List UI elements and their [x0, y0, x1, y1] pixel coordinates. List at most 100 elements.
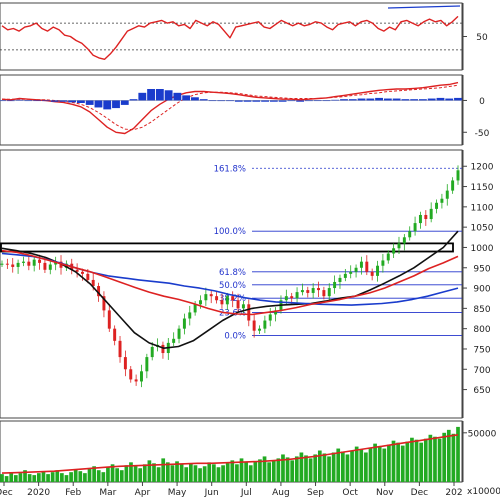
volume-bar	[18, 473, 23, 482]
macd-line	[1, 81, 459, 135]
y-tick-label-price: 1050	[471, 224, 494, 234]
macd-histogram-bar	[15, 99, 24, 101]
macd-histogram-bar	[401, 99, 410, 101]
candle-body	[343, 273, 347, 278]
macd-histogram-bar	[138, 92, 147, 101]
volume-bar	[350, 450, 354, 482]
candle-body	[27, 261, 31, 266]
candle-body	[134, 379, 138, 382]
volume-bar	[50, 472, 55, 482]
moving-average-line	[1, 249, 459, 316]
candle-body	[177, 328, 181, 339]
volume-bar	[308, 458, 313, 482]
candle-body	[97, 286, 101, 297]
volume-bar	[299, 452, 304, 482]
volume-bar	[331, 452, 336, 482]
volume-bar	[170, 465, 175, 482]
macd-histogram-bar	[85, 100, 94, 105]
volume-bar	[276, 458, 281, 482]
volume-bar	[373, 443, 377, 482]
fib-level-label: 61.8%	[219, 268, 246, 278]
volume-bar	[4, 476, 9, 482]
volume-bar	[433, 436, 437, 482]
candle-body	[5, 263, 9, 265]
volume-bar	[262, 456, 267, 482]
volume-bar	[129, 462, 133, 482]
volume-bar	[456, 426, 460, 482]
panel-rsi: 50	[0, 2, 488, 71]
volume-bar	[267, 462, 271, 482]
panel-frame-rsi	[0, 2, 463, 71]
y-tick-label-price: 800	[473, 325, 490, 335]
macd-histogram-bar	[348, 99, 357, 101]
volume-bar	[414, 439, 419, 482]
candle-body	[0, 263, 4, 265]
candle-body	[225, 296, 229, 305]
volume-bar	[400, 445, 405, 482]
volume-bar	[32, 475, 37, 482]
candle-body	[80, 271, 84, 274]
y-tick-label-price: 750	[473, 345, 490, 355]
volume-bar	[382, 448, 387, 482]
macd-histogram-bar	[155, 89, 164, 101]
volume-bar	[377, 446, 382, 482]
volume-bar	[161, 458, 166, 482]
candle-body	[161, 344, 165, 354]
volume-bar	[106, 467, 110, 482]
macd-histogram-bar	[357, 98, 366, 101]
volume-bar	[87, 468, 92, 482]
macd-histogram-bar	[383, 98, 392, 101]
volume-bar	[184, 467, 189, 482]
volume-bar	[304, 455, 308, 482]
macd-histogram-bar	[173, 92, 182, 101]
macd-histogram-bar	[296, 100, 305, 102]
volume-bar	[189, 463, 193, 482]
macd-histogram-bar	[392, 98, 401, 101]
volume-bar	[37, 473, 41, 482]
macd-histogram-bar	[313, 100, 322, 102]
volume-bar	[212, 464, 216, 482]
panel-volume: 50000 x10000	[0, 420, 500, 497]
volume-bar	[64, 475, 69, 482]
macd-histogram-bar	[6, 100, 15, 102]
candle-body	[129, 369, 133, 380]
candle-body	[300, 290, 304, 293]
volume-bar	[175, 461, 179, 482]
x-tick-label: May	[168, 488, 187, 498]
y-tick-label-price: 700	[473, 366, 490, 376]
volume-bar	[221, 465, 225, 482]
candle-body	[359, 261, 363, 268]
x-tick-label: Dec	[0, 488, 13, 498]
macd-histogram-bar	[419, 99, 427, 101]
candle-body	[199, 300, 202, 305]
volume-bar	[428, 434, 433, 482]
x-tick-label: Aug	[272, 488, 290, 498]
candle-body	[386, 253, 390, 261]
macd-histogram-bar	[208, 100, 217, 102]
candle-body	[306, 290, 310, 293]
volume-bar	[124, 465, 129, 482]
candle-body	[311, 288, 315, 293]
y-tick-label-rsi: 50	[476, 33, 488, 43]
volume-bar	[410, 437, 414, 482]
candle-body	[263, 320, 267, 329]
volume-bar	[244, 462, 248, 482]
x-tick-label: Jul	[240, 488, 252, 498]
resistance-zone-box	[0, 242, 454, 253]
volume-bar	[253, 461, 258, 482]
volume-bar	[235, 464, 239, 482]
macd-histogram-bar	[199, 99, 208, 101]
volume-bar	[60, 473, 64, 482]
candle-body	[327, 288, 331, 297]
volume-bar	[405, 441, 410, 482]
macd-histogram-bar	[445, 98, 454, 101]
volume-bar	[258, 459, 262, 482]
macd-histogram-bar	[322, 100, 331, 102]
candle-body	[408, 231, 412, 238]
x-tick-label: Nov	[376, 488, 394, 498]
volume-bar	[133, 466, 138, 482]
y-tick-label-price: 900	[473, 285, 490, 295]
volume-bar	[387, 444, 391, 482]
panel-macd: 0 -50	[0, 74, 490, 146]
candle-body	[252, 320, 256, 331]
